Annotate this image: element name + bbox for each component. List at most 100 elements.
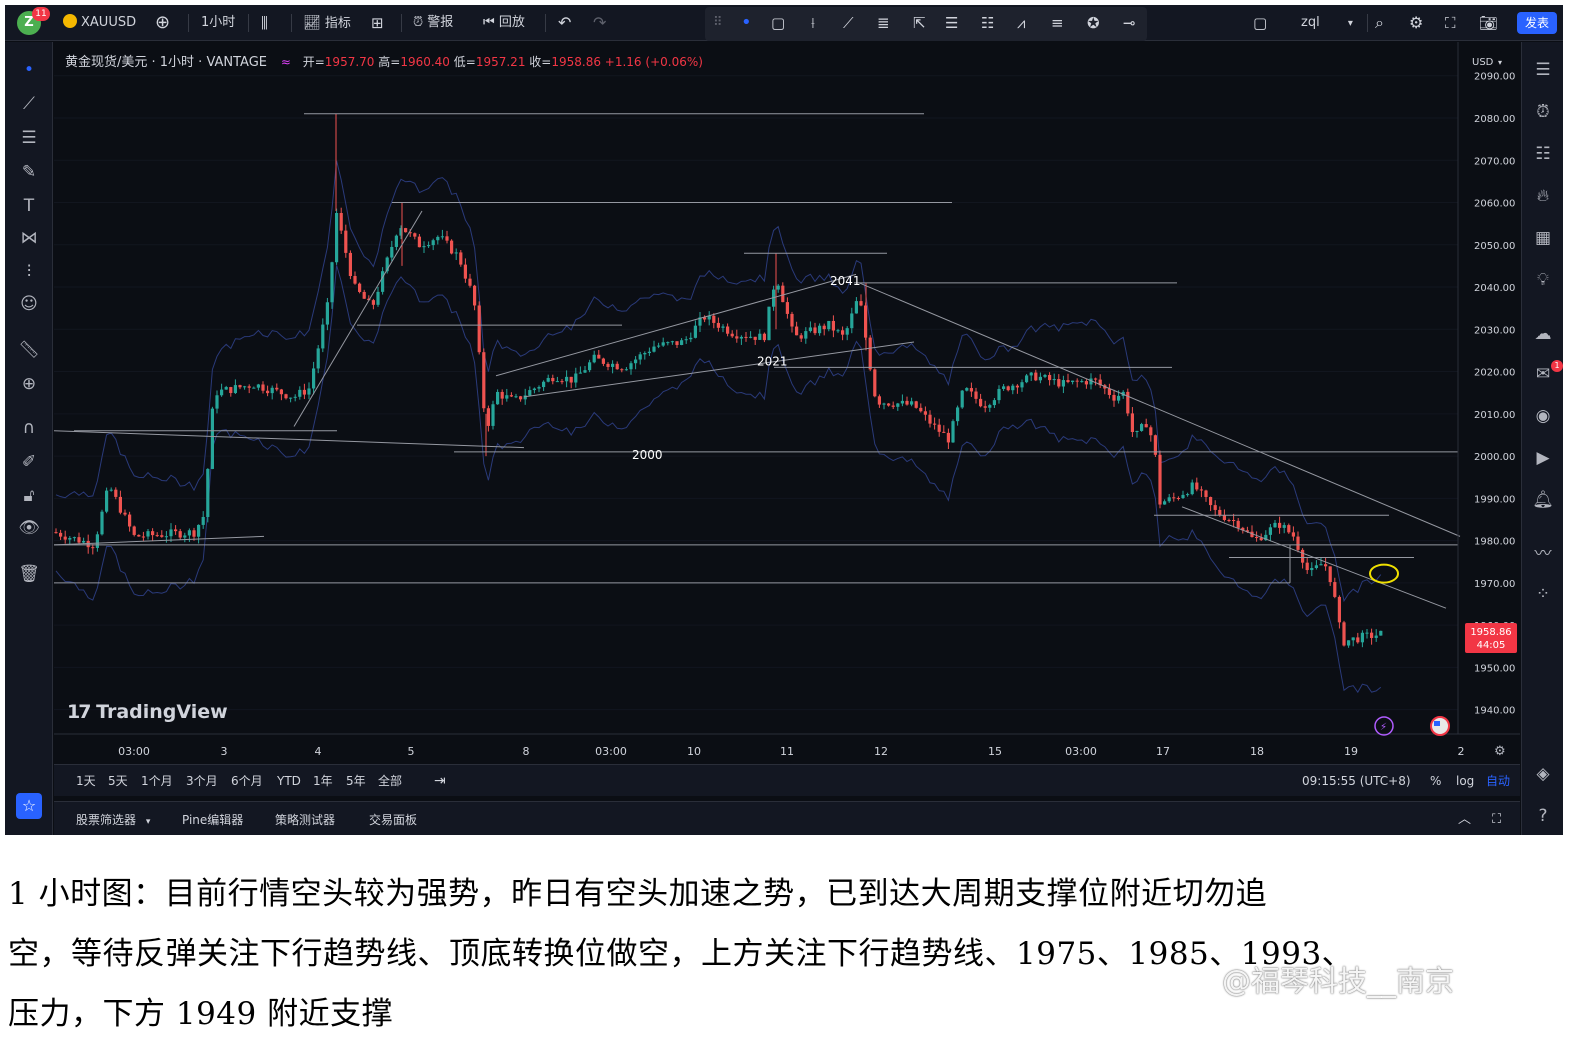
maximize-panel-icon[interactable]: ⛶: [1492, 812, 1502, 827]
tab-pine-editor[interactable]: Pine编辑器: [182, 813, 244, 827]
percent-scale-toggle[interactable]: %: [1430, 774, 1442, 788]
layout-name-dropdown[interactable]: zql ▾: [1301, 11, 1353, 35]
eye-icon[interactable]: 👁︎: [18, 518, 40, 538]
crosshair-dot-icon[interactable]: •: [23, 60, 35, 80]
help-icon[interactable]: ?: [1538, 806, 1548, 826]
range-ytd-button[interactable]: YTD: [277, 774, 301, 788]
gear-icon[interactable]: ⚙: [1409, 13, 1424, 32]
ideas-bulb-icon[interactable]: 💡︎: [1537, 270, 1549, 290]
vertical-line-icon[interactable]: ⟊: [811, 14, 815, 32]
brush-icon[interactable]: ✎: [21, 162, 37, 182]
fib-retracement-icon[interactable]: ☰: [945, 14, 959, 32]
lock-pencil-icon[interactable]: ✐: [21, 452, 37, 472]
candle: [1135, 430, 1139, 438]
messages-icon[interactable]: ✉: [1535, 364, 1551, 384]
fib-extension-icon[interactable]: ☷: [981, 14, 995, 32]
range-5y-button[interactable]: 5年: [346, 774, 366, 788]
lightning-icon[interactable]: ⚡︎: [1374, 716, 1394, 736]
indicators-button[interactable]: 📈︎ 指标: [303, 11, 351, 35]
candle: [1213, 500, 1217, 517]
favorite-tools-icon[interactable]: ✪: [1087, 14, 1100, 32]
chevron-up-icon[interactable]: ︿: [1458, 812, 1472, 827]
tab-trading-panel[interactable]: 交易面板: [369, 813, 418, 827]
candle: [735, 329, 739, 343]
candle: [1370, 628, 1374, 645]
emoji-icon[interactable]: ☺: [20, 294, 38, 314]
undo-icon[interactable]: ↶: [558, 13, 572, 32]
fib-tool-icon[interactable]: ☰: [21, 128, 37, 148]
streams-icon[interactable]: ◉: [1535, 406, 1551, 426]
pattern-tool-icon[interactable]: ⩘: [1017, 14, 1026, 32]
alerts-clock-icon[interactable]: ⏰︎: [1536, 102, 1550, 122]
add-symbol-icon[interactable]: ⊕: [155, 12, 171, 33]
watchlist-icon[interactable]: ☰: [1535, 60, 1551, 80]
layers-icon[interactable]: ◈: [1536, 764, 1550, 784]
auto-scale-toggle[interactable]: 自动: [1486, 774, 1511, 788]
trash-icon[interactable]: 🗑︎: [18, 564, 40, 584]
currency-label[interactable]: USD: [1472, 57, 1494, 68]
redo-icon[interactable]: ↷: [593, 13, 607, 32]
alert-button[interactable]: ⏰︎ 警报: [413, 11, 453, 35]
price-chart[interactable]: 2041 2021 2000 2090.00 2080.00 2070.00 2060.0…: [54, 42, 1520, 762]
axis-settings-gear-icon[interactable]: ⚙: [1494, 744, 1506, 759]
tab-stock-screener[interactable]: 股票筛选器 ▾: [76, 811, 150, 829]
pattern-tool-icon[interactable]: ⋈: [20, 228, 38, 248]
notification-bell-icon[interactable]: 🔔︎: [1532, 490, 1554, 510]
layout-templates-icon[interactable]: ⊞: [371, 14, 384, 32]
ruler-line-icon[interactable]: ⊸: [1123, 14, 1136, 32]
rectangle-tool-icon[interactable]: ▢: [771, 14, 786, 32]
us-flag-icon[interactable]: [1430, 716, 1450, 736]
price-axis[interactable]: 2090.00 2080.00 2070.00 2060.00 2050.00 2040.…: [1474, 72, 1515, 717]
favorites-star-icon[interactable]: ☆: [16, 793, 42, 819]
fullscreen-box-icon[interactable]: ▢: [1253, 14, 1268, 32]
indicators-icon: 📈︎: [303, 15, 321, 31]
magnet-icon[interactable]: ∩: [22, 418, 36, 438]
range-6m-button[interactable]: 6个月: [231, 774, 263, 788]
expand-icon[interactable]: ⛶: [1445, 14, 1456, 32]
camera-icon[interactable]: 📷︎: [1479, 14, 1499, 32]
candle: [1020, 379, 1024, 392]
dom-ladder-icon[interactable]: ⁘: [1535, 584, 1551, 604]
play-icon[interactable]: ▶: [1536, 448, 1550, 468]
tab-strategy-tester[interactable]: 策略测试器: [275, 813, 336, 827]
ruler-icon[interactable]: 📏︎: [18, 340, 40, 360]
calendar-icon[interactable]: ▦: [1534, 228, 1552, 248]
tradingview-logo[interactable]: 17 TradingView: [67, 701, 228, 723]
range-1m-button[interactable]: 1个月: [141, 774, 173, 788]
cursor-icon[interactable]: ⇱: [913, 14, 926, 32]
time-axis[interactable]: 03:00 3 4 5 8 03:00 10 11 12 15 03:00 17 18 19 2: [118, 745, 1464, 758]
candle: [1305, 557, 1309, 574]
symbol-search-button[interactable]: XAUUSD: [63, 11, 136, 35]
range-1d-button[interactable]: 1天: [76, 774, 96, 788]
text-tool-icon[interactable]: T: [23, 196, 35, 216]
lock-icon[interactable]: 🔓︎: [23, 486, 35, 506]
candle: [77, 532, 81, 544]
legend-title[interactable]: 黄金现货/美元 · 1小时 · VANTAGE: [65, 55, 268, 70]
range-5d-button[interactable]: 5天: [108, 774, 128, 788]
trend-line-icon[interactable]: ⟋: [23, 94, 35, 114]
publish-button[interactable]: 发表: [1517, 12, 1557, 34]
parallel-channel-icon[interactable]: ≣: [877, 14, 890, 32]
range-all-button[interactable]: 全部: [378, 774, 403, 788]
text-lines-icon[interactable]: ≡: [1051, 14, 1064, 32]
drag-handle-icon[interactable]: ⠿: [713, 15, 723, 30]
chat-cloud-icon[interactable]: ☁: [1534, 324, 1552, 344]
goto-date-icon[interactable]: ⇥: [434, 773, 446, 789]
color-dot-icon[interactable]: •: [741, 12, 752, 33]
search-icon[interactable]: ⌕: [1375, 13, 1384, 32]
toolbar-divider: [1367, 14, 1368, 32]
replay-button[interactable]: ⏮︎ 回放: [483, 11, 525, 35]
trend-line-icon[interactable]: ⟋: [843, 14, 854, 32]
zoom-in-icon[interactable]: ⊕: [21, 374, 37, 394]
object-tree-icon[interactable]: ☷: [1535, 144, 1551, 164]
interval-button[interactable]: 1小时: [201, 15, 236, 30]
range-3m-button[interactable]: 3个月: [186, 774, 218, 788]
prediction-tool-icon[interactable]: ⫶: [26, 262, 32, 282]
hotlist-flame-icon[interactable]: 🔥︎: [1536, 186, 1550, 206]
range-1y-button[interactable]: 1年: [313, 774, 333, 788]
log-scale-toggle[interactable]: log: [1456, 774, 1475, 788]
clock-timezone[interactable]: 09:15:55 (UTC+8): [1302, 774, 1411, 788]
market-wave-icon[interactable]: 〰: [1534, 544, 1552, 564]
candle: [1347, 640, 1351, 648]
chart-type-candles-icon[interactable]: ⫼: [261, 14, 268, 32]
